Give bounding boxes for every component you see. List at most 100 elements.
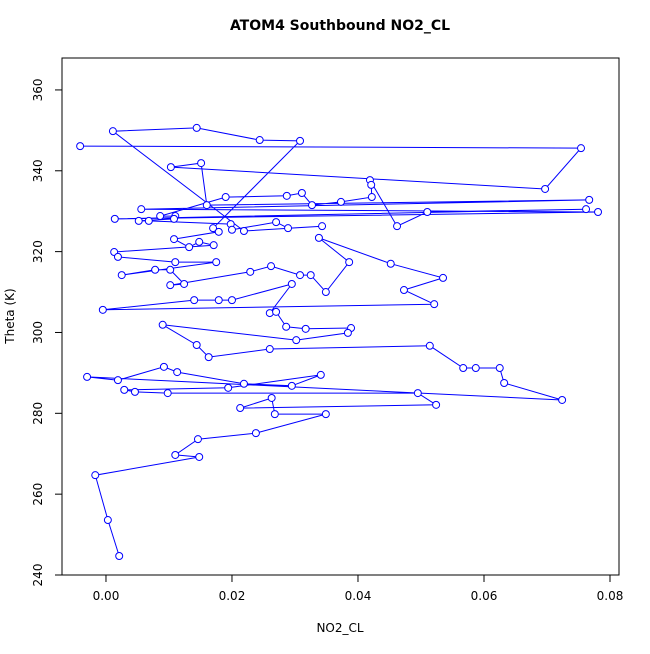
data-point <box>113 376 122 385</box>
data-point <box>190 296 199 305</box>
data-point <box>212 258 221 267</box>
data-point <box>425 341 434 350</box>
data-point <box>192 123 201 132</box>
data-point <box>246 267 255 276</box>
data-point <box>265 345 274 354</box>
data-point <box>471 364 480 373</box>
data-point <box>158 320 167 329</box>
data-point <box>287 279 296 288</box>
data-point <box>166 265 175 274</box>
x-tick-label: 0.04 <box>345 589 372 603</box>
y-tick-label: 340 <box>31 159 45 182</box>
data-point <box>251 429 260 438</box>
data-point <box>144 216 153 225</box>
data-point <box>239 227 248 236</box>
data-point <box>432 400 441 409</box>
data-point <box>316 370 325 379</box>
data-point <box>297 189 306 198</box>
y-tick-label: 360 <box>31 78 45 101</box>
x-tick-label: 0.08 <box>597 589 624 603</box>
data-point <box>582 205 591 214</box>
x-axis-label: NO2_CL <box>316 621 363 635</box>
data-point <box>113 252 122 261</box>
y-tick-label: 320 <box>31 240 45 263</box>
data-point <box>423 208 432 217</box>
data-point <box>386 259 395 268</box>
data-point <box>306 271 315 280</box>
data-line <box>80 127 599 557</box>
data-point <box>439 273 448 282</box>
data-point <box>272 218 281 227</box>
x-tick-label: 0.06 <box>471 589 498 603</box>
chart-title: ATOM4 Southbound NO2_CL <box>230 18 450 34</box>
data-point <box>110 214 119 223</box>
data-point <box>307 201 316 210</box>
data-point <box>192 340 201 349</box>
data-point <box>267 393 276 402</box>
data-point <box>558 395 567 404</box>
data-point <box>541 184 550 193</box>
data-point <box>301 324 310 333</box>
data-point <box>170 214 179 223</box>
data-point <box>151 265 160 274</box>
data-point <box>577 144 586 153</box>
data-point <box>166 163 175 172</box>
data-point <box>108 127 117 136</box>
data-point <box>585 195 594 204</box>
data-point <box>115 552 124 561</box>
data-point <box>173 368 182 377</box>
data-point <box>214 296 223 305</box>
data-point <box>270 410 279 419</box>
data-point <box>209 224 218 233</box>
data-point <box>156 212 165 221</box>
data-point <box>197 159 206 168</box>
data-point <box>117 271 126 280</box>
data-point <box>159 362 168 371</box>
data-point <box>287 381 296 390</box>
data-point <box>345 258 354 267</box>
data-point <box>321 288 330 297</box>
x-tick-label: 0.02 <box>219 589 246 603</box>
data-point <box>284 224 293 233</box>
plot-box <box>61 57 620 576</box>
data-point <box>103 516 112 525</box>
data-point <box>171 258 180 267</box>
data-point <box>282 191 291 200</box>
data-point <box>267 262 276 271</box>
data-point <box>495 364 504 373</box>
y-tick-label: 240 <box>31 564 45 587</box>
data-point <box>296 271 305 280</box>
data-point <box>76 142 85 151</box>
data-point <box>272 307 281 316</box>
data-point <box>393 222 402 231</box>
data-point <box>239 379 248 388</box>
data-point <box>202 201 211 210</box>
data-point <box>195 452 204 461</box>
data-point <box>171 450 180 459</box>
y-axis-label: Theta (K) <box>3 288 17 344</box>
data-point <box>214 227 223 236</box>
data-point <box>120 385 129 394</box>
data-point <box>314 233 323 242</box>
data-point <box>134 216 143 225</box>
data-point <box>83 372 92 381</box>
data-point <box>399 286 408 295</box>
y-tick-label: 260 <box>31 483 45 506</box>
data-point <box>336 197 345 206</box>
data-point <box>170 235 179 244</box>
data-point <box>321 410 330 419</box>
data-point <box>265 309 274 318</box>
data-point <box>500 378 509 387</box>
data-point <box>166 281 175 290</box>
data-point <box>195 237 204 246</box>
data-point <box>236 404 245 413</box>
y-tick-label: 280 <box>31 402 45 425</box>
data-point <box>413 389 422 398</box>
data-point <box>98 305 107 314</box>
data-point <box>193 435 202 444</box>
data-point <box>163 389 172 398</box>
data-point <box>224 383 233 392</box>
data-point <box>204 353 213 362</box>
